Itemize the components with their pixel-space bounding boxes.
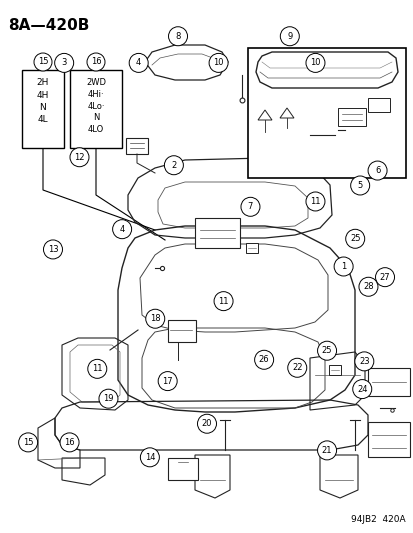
Text: 13: 13 [47, 245, 58, 254]
Text: 8A—420B: 8A—420B [8, 18, 89, 33]
Circle shape [140, 448, 159, 467]
Bar [328, 365, 340, 375]
Circle shape [158, 372, 177, 391]
Text: 2WD
4Hi·
4Lo·
N
4LO: 2WD 4Hi· 4Lo· N 4LO [86, 78, 106, 134]
Text: 5: 5 [357, 181, 362, 190]
Circle shape [43, 240, 62, 259]
Text: 15: 15 [23, 438, 33, 447]
Bar [367, 422, 409, 457]
Text: 10: 10 [213, 59, 223, 67]
Circle shape [345, 229, 364, 248]
Text: 9: 9 [287, 32, 292, 41]
Text: 20: 20 [201, 419, 212, 428]
Circle shape [305, 53, 324, 72]
Circle shape [164, 156, 183, 175]
Bar [168, 320, 195, 342]
Text: 17: 17 [162, 377, 173, 385]
Text: 21: 21 [321, 446, 332, 455]
Circle shape [358, 277, 377, 296]
Bar [337, 108, 365, 126]
Circle shape [350, 176, 369, 195]
Text: 23: 23 [358, 357, 369, 366]
Text: 16: 16 [90, 58, 101, 67]
Circle shape [354, 352, 373, 371]
Text: 8: 8 [175, 32, 180, 41]
Text: 3: 3 [62, 59, 66, 67]
Circle shape [55, 53, 74, 72]
Text: 27: 27 [379, 273, 389, 281]
Circle shape [168, 27, 187, 46]
Text: 4: 4 [136, 59, 141, 67]
Circle shape [305, 192, 324, 211]
Circle shape [19, 433, 38, 452]
Bar [367, 98, 389, 112]
Bar [22, 70, 64, 148]
Text: 11: 11 [309, 197, 320, 206]
Text: 28: 28 [362, 282, 373, 291]
Bar [126, 138, 147, 154]
Text: 11: 11 [218, 297, 228, 305]
Circle shape [375, 268, 394, 287]
Text: 26: 26 [258, 356, 269, 364]
Circle shape [317, 441, 336, 460]
Text: 22: 22 [291, 364, 302, 372]
Circle shape [60, 433, 79, 452]
Text: 24: 24 [356, 385, 367, 393]
Text: 11: 11 [92, 365, 102, 373]
Bar [245, 243, 257, 253]
Circle shape [99, 389, 118, 408]
Text: 12: 12 [74, 153, 85, 161]
Text: 25: 25 [349, 235, 360, 243]
Text: 2: 2 [171, 161, 176, 169]
Circle shape [254, 350, 273, 369]
Circle shape [287, 358, 306, 377]
Circle shape [240, 197, 259, 216]
Text: 94JB2  420A: 94JB2 420A [351, 515, 405, 524]
Text: 19: 19 [103, 394, 114, 403]
Text: 14: 14 [144, 453, 155, 462]
Circle shape [352, 379, 371, 399]
Circle shape [112, 220, 131, 239]
Bar [195, 218, 240, 248]
Bar [247, 48, 405, 178]
Text: 10: 10 [309, 59, 320, 67]
Bar [367, 368, 409, 396]
Text: 18: 18 [150, 314, 160, 323]
Text: 25: 25 [321, 346, 332, 355]
Text: 6: 6 [374, 166, 379, 175]
Circle shape [209, 53, 228, 72]
Circle shape [333, 257, 352, 276]
Bar [70, 70, 122, 148]
Text: 2H
4H
N
4L: 2H 4H N 4L [37, 78, 49, 125]
Circle shape [145, 309, 164, 328]
Text: 4: 4 [119, 225, 124, 233]
Circle shape [87, 53, 105, 71]
Circle shape [129, 53, 148, 72]
Text: 16: 16 [64, 438, 75, 447]
Text: 15: 15 [38, 58, 48, 67]
Circle shape [88, 359, 107, 378]
Bar [168, 458, 197, 480]
Text: 1: 1 [340, 262, 345, 271]
Circle shape [70, 148, 89, 167]
Circle shape [280, 27, 299, 46]
Circle shape [34, 53, 52, 71]
Circle shape [367, 161, 386, 180]
Text: 7: 7 [247, 203, 252, 211]
Circle shape [317, 341, 336, 360]
Circle shape [197, 414, 216, 433]
Circle shape [214, 292, 233, 311]
